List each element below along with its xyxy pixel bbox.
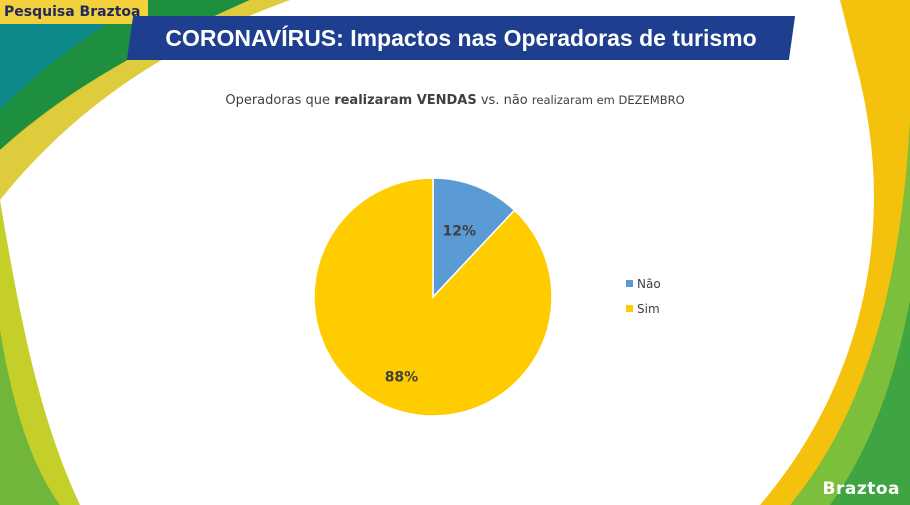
data-label-sim: 88% [385, 370, 419, 386]
legend-swatch-sim [626, 305, 633, 312]
legend-label-no: Não [637, 277, 661, 291]
chart-title: Operadoras que realizaram VENDAS vs. não… [0, 93, 910, 108]
data-label-no: 12% [443, 224, 477, 240]
braztoa-logo: Braztoa [822, 479, 900, 499]
legend-swatch-no [626, 280, 633, 287]
chart-title-part2: vs. não [476, 93, 532, 108]
chart-title-part3: realizaram em DEZEMBRO [531, 93, 685, 107]
pie-slice-sim [313, 177, 553, 417]
legend-label-sim: Sim [637, 302, 660, 316]
survey-tag: Pesquisa Braztoa [0, 0, 149, 24]
chart-title-part1: Operadoras que [225, 93, 335, 108]
chart-title-bold: realizaram VENDAS [334, 93, 477, 108]
page-title: CORONAVÍRUS: Impactos nas Operadoras de … [165, 25, 757, 51]
pie-slice-no [432, 177, 516, 299]
